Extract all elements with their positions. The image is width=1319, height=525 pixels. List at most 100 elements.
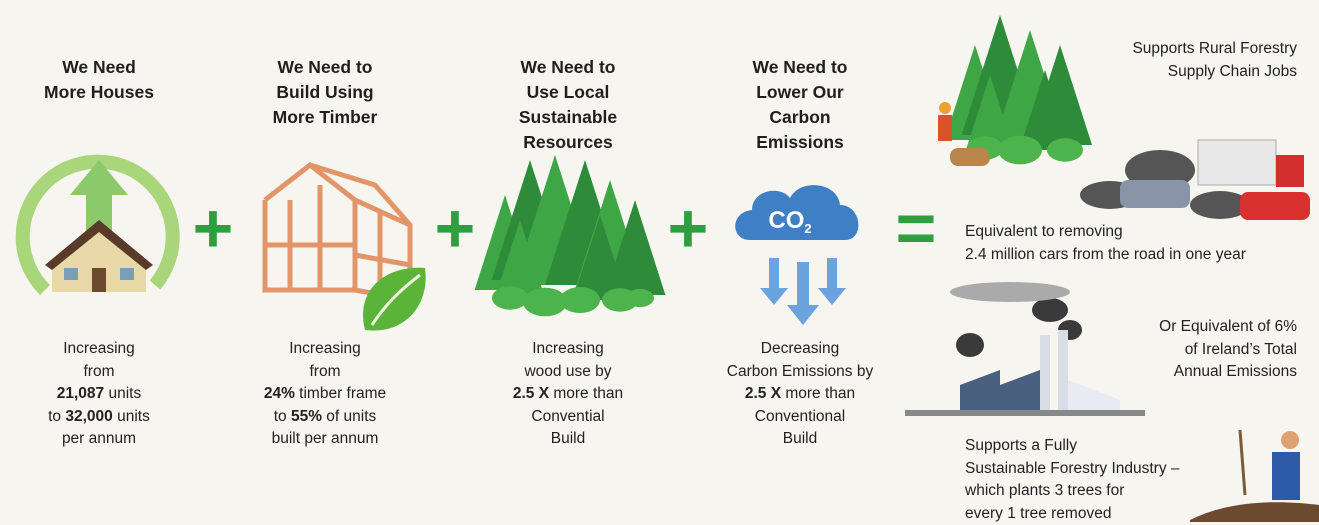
highlight: 2.5 X (745, 385, 781, 402)
description-line: Build (670, 428, 930, 451)
planter-body (1272, 452, 1300, 500)
car (1240, 192, 1310, 220)
operator: = (886, 193, 946, 263)
outcome-line: Sustainable Forestry Industry – (965, 458, 1180, 481)
cloud-haze (950, 282, 1070, 302)
title-line: Sustainable (438, 105, 698, 130)
description-line: 2.5 X more than (670, 383, 930, 406)
highlight: 24% (264, 385, 295, 402)
column-description: Increasing wood use by 2.5 X more than Conv… (438, 338, 698, 451)
highlight: 32,000 (65, 408, 112, 425)
co2-main: CO (768, 207, 804, 234)
text: from (310, 363, 341, 380)
description-line: Increasing (195, 338, 455, 361)
chimney (1040, 335, 1050, 410)
factory-hall (1068, 380, 1120, 412)
operator: + (183, 193, 243, 263)
outcome-line: Equivalent to removing (965, 221, 1246, 244)
window (64, 268, 78, 280)
bush (560, 287, 600, 313)
description-line: from (195, 361, 455, 384)
text: Conventional (755, 408, 845, 425)
logs (950, 148, 990, 166)
title-line: Emissions (670, 130, 930, 155)
text: Carbon Emissions by (727, 363, 873, 380)
bush (626, 289, 654, 307)
text: Build (783, 430, 817, 447)
title-line: We Need to (670, 55, 930, 80)
outcome-line: Supports Rural Forestry (1132, 38, 1297, 61)
down-arrows (760, 258, 846, 325)
worker (938, 115, 952, 141)
description-line: Carbon Emissions by (670, 361, 930, 384)
bush (998, 136, 1042, 165)
text: Convential (531, 408, 604, 425)
text: Build (551, 430, 585, 447)
sapling (1240, 430, 1245, 495)
outcome-line: 2.4 million cars from the road in one ye… (965, 244, 1246, 267)
text: from (84, 363, 115, 380)
text: to (274, 408, 287, 425)
description-line: Increasing (438, 338, 698, 361)
outcome-line: of Ireland’s Total (1159, 339, 1297, 362)
title-line: We Need to (438, 55, 698, 80)
truck-cab (1276, 155, 1304, 187)
soil (1190, 502, 1319, 522)
text: more than (785, 385, 855, 402)
text: Increasing (289, 340, 361, 357)
text: to (48, 408, 61, 425)
operator: + (658, 193, 718, 263)
description-line: 2.5 X more than (438, 383, 698, 406)
factory (960, 370, 1040, 412)
column-description: Decreasing Carbon Emissions by 2.5 X more … (670, 338, 930, 451)
text: per annum (62, 430, 136, 447)
highlight: 21,087 (57, 385, 104, 402)
text: Decreasing (761, 340, 839, 357)
description-line: 24% timber frame (195, 383, 455, 406)
description-line: Decreasing (670, 338, 930, 361)
co2-sub: 2 (804, 221, 811, 236)
car (1120, 180, 1190, 208)
title-line: Carbon (670, 105, 930, 130)
description-line: to 55% of units (195, 406, 455, 429)
bush (1047, 138, 1083, 161)
text: built per annum (272, 430, 379, 447)
text: of units (326, 408, 376, 425)
description-line: Convential (438, 406, 698, 429)
operator: + (425, 193, 485, 263)
window (120, 268, 134, 280)
title-line: Use Local (438, 80, 698, 105)
outcome-line: Supply Chain Jobs (1132, 61, 1297, 84)
text: timber frame (299, 385, 386, 402)
outcome-line: Supports a Fully (965, 435, 1180, 458)
title-line: More Timber (195, 105, 455, 130)
outcome-line: which plants 3 trees for (965, 480, 1180, 503)
door (92, 268, 106, 292)
outcome-line: Or Equivalent of 6% (1159, 316, 1297, 339)
text: units (108, 385, 141, 402)
description-line: Build (438, 428, 698, 451)
title-line: Lower Our (670, 80, 930, 105)
text: wood use by (524, 363, 611, 380)
chimney (1058, 330, 1068, 410)
text: units (117, 408, 150, 425)
outcome-line: Annual Emissions (1159, 361, 1297, 384)
planter-head (1281, 431, 1299, 449)
title-line: We Need to (195, 55, 455, 80)
description-line: Conventional (670, 406, 930, 429)
description-line: wood use by (438, 361, 698, 384)
title-line: Resources (438, 130, 698, 155)
highlight: 55% (291, 408, 322, 425)
ground (905, 410, 1145, 416)
worker-head (939, 102, 951, 114)
text: Increasing (63, 340, 135, 357)
